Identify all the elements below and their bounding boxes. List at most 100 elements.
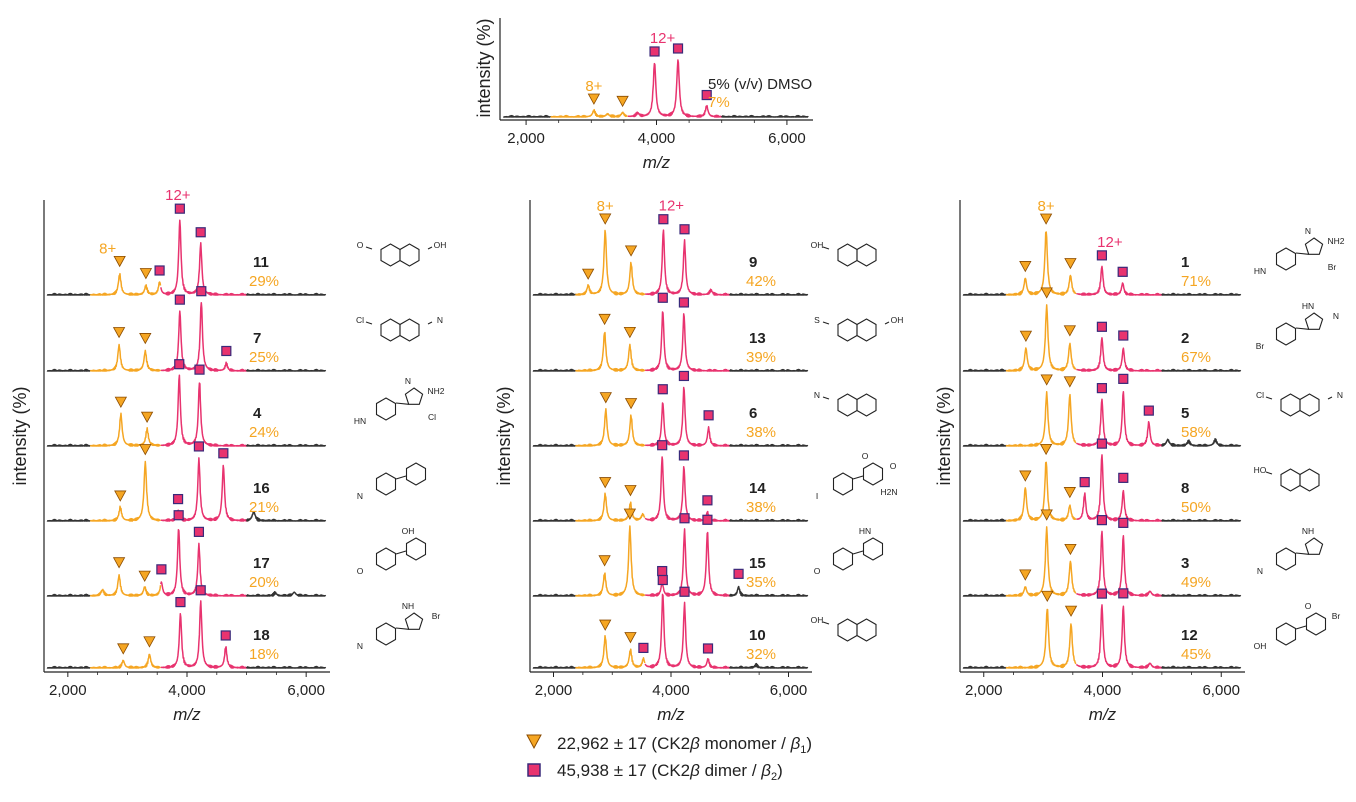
y-axis-label: intensity (%) (494, 386, 514, 485)
spectrum-segment (1076, 265, 1163, 296)
spectrum-segment (160, 600, 248, 669)
spectrum-segment (532, 593, 577, 597)
spectrum-segment (575, 635, 646, 669)
compound-number: 3 (1181, 555, 1189, 572)
atom-label: N (1257, 566, 1263, 576)
atom-label: O (357, 566, 364, 576)
spectrum-segment (245, 368, 327, 372)
spectrum-segment (575, 408, 646, 447)
charge-label-monomer: 8+ (1038, 198, 1055, 215)
spectrum-segment (962, 518, 1007, 522)
monomer-peak-marker (1019, 330, 1033, 342)
dimer-peak-marker (733, 568, 744, 579)
monomer-peak-marker (139, 333, 152, 345)
charge-label-monomer: 8+ (585, 78, 602, 95)
spectrum-segment (1161, 437, 1242, 447)
spectrum-segment (575, 229, 646, 296)
bond (365, 321, 373, 325)
spectrum-segment (503, 114, 552, 118)
spectrum-segment (575, 525, 646, 597)
bond (1295, 552, 1309, 555)
dimer-peak-marker (194, 364, 205, 375)
atom-label: I (816, 491, 818, 501)
dimer-peak-marker (701, 89, 712, 101)
spectrum-segment (644, 528, 731, 597)
spectrum-segment (245, 443, 327, 447)
bond (832, 472, 854, 496)
legend-dimer-middle: dimer / (700, 761, 761, 780)
monomer-peak-marker (1063, 376, 1077, 388)
dimer-peak-marker (657, 565, 668, 577)
spectrum-segment (89, 272, 162, 296)
dimer-peak-marker (678, 450, 690, 461)
compound-number: 8 (1181, 480, 1189, 497)
monomer-peak-marker (1063, 325, 1077, 337)
charge-label-monomer: 8+ (99, 240, 116, 257)
panel-top: 2,000 4,000 6,000 m/z intensity (%) 8+ 12+ 5% (… (474, 18, 813, 172)
percent-label: 39% (746, 349, 776, 366)
panel-right: 2,000 4,000 6,000 m/z intensity (%) 8+ 12+ 1 71%… (934, 198, 1245, 724)
trace-8: 850% (962, 438, 1242, 522)
monomer-peak-marker (1064, 543, 1077, 556)
atom-label: O (814, 566, 821, 576)
spectrum-segment (532, 443, 577, 447)
percent-label: 71% (1181, 273, 1211, 290)
structure-15: O HN (814, 526, 884, 576)
dimer-peak-marker (218, 448, 229, 459)
y-axis-label: intensity (%) (934, 386, 954, 485)
percent-label: 45% (1181, 646, 1211, 663)
spectrum-segment (644, 456, 731, 522)
monomer-peak-marker (624, 485, 637, 497)
bond (862, 537, 884, 561)
bond (837, 618, 858, 642)
monomer-peak-marker (1039, 443, 1053, 456)
bond (1280, 468, 1301, 492)
bond (856, 318, 877, 342)
spectrum-segment (46, 443, 91, 447)
monomer-peak-marker (1040, 287, 1053, 299)
bond (1295, 327, 1309, 330)
dimer-peak-marker (1118, 472, 1129, 483)
monomer-peak-marker (624, 632, 637, 644)
dimer-peak-marker (672, 43, 684, 54)
dimer-peak-marker (702, 514, 713, 525)
spectrum-segment (729, 662, 809, 669)
monomer-peak-marker (1019, 569, 1032, 581)
spectrum-segment (1075, 390, 1163, 447)
spectrum-segment (46, 593, 91, 597)
monomer-peak-marker (587, 93, 601, 105)
bond (837, 318, 858, 342)
dimer-peak-marker (657, 440, 668, 451)
percent-label: 18% (249, 646, 279, 663)
trace-5: 558% (962, 373, 1242, 447)
bond (375, 397, 397, 421)
bond (1304, 537, 1324, 555)
spectrum-segment (550, 108, 628, 118)
bond (1265, 471, 1273, 475)
spectrum-segment (89, 653, 162, 669)
monomer-peak-marker (1064, 258, 1077, 270)
dimer-peak-marker (1096, 438, 1108, 449)
spectrum-segment (962, 292, 1007, 296)
dimer-peak-marker (679, 224, 690, 235)
monomer-peak-marker (1019, 470, 1032, 482)
bond (856, 243, 877, 267)
atom-label: O (1305, 601, 1312, 611)
spectrum-segment (627, 59, 723, 118)
spectrum-segment (575, 331, 646, 372)
legend-monomer-triangle-icon (526, 734, 542, 750)
legend-dimer-beta2: β (760, 761, 771, 780)
percent-label: 58% (1181, 424, 1211, 441)
dimer-peak-marker (193, 526, 205, 537)
dimer-peak-marker (658, 214, 669, 225)
spectrum-segment (46, 368, 91, 372)
spectrum-segment (89, 460, 162, 522)
bond (1327, 396, 1333, 400)
percent-label: 21% (249, 499, 279, 516)
atom-label: O (890, 461, 897, 471)
legend-dimer: 45,938 ± 17 (CK2β dimer / β2) (527, 761, 783, 783)
bond (380, 243, 401, 267)
percent-label: 24% (249, 424, 279, 441)
